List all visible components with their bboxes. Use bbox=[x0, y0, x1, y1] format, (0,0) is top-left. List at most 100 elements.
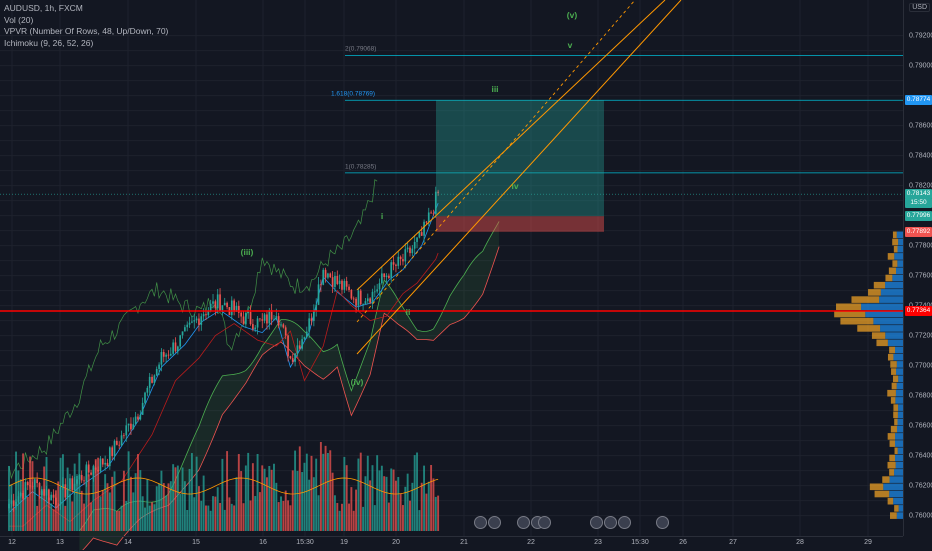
volume-bar bbox=[160, 470, 163, 531]
volume-bar bbox=[298, 446, 301, 531]
volume-indicator-label[interactable]: Vol (20) bbox=[4, 14, 34, 25]
volume-bar bbox=[362, 506, 365, 531]
wave-label: iv bbox=[511, 181, 519, 191]
candle-body bbox=[71, 478, 74, 490]
candle-body bbox=[291, 358, 294, 362]
event-marker[interactable] bbox=[590, 516, 603, 529]
event-marker[interactable] bbox=[618, 516, 631, 529]
event-marker[interactable] bbox=[474, 516, 487, 529]
vpvr-down-row bbox=[891, 382, 897, 390]
vpvr-up-row bbox=[897, 418, 903, 426]
drawing-overlays bbox=[0, 0, 903, 355]
time-axis[interactable]: 12 13 14 15 16 15:30 19 20 21 22 23 15:30 26 27 28 29 bbox=[0, 536, 903, 551]
candle-body bbox=[172, 342, 174, 354]
volume-bar bbox=[212, 496, 214, 531]
volume-bar bbox=[291, 470, 294, 531]
candle-body bbox=[24, 482, 27, 499]
candle-body bbox=[118, 444, 121, 446]
candle-body bbox=[317, 284, 320, 305]
volume-bar bbox=[87, 474, 90, 531]
volume-bar bbox=[284, 490, 287, 531]
time-tick: 15 bbox=[192, 539, 200, 546]
volume-bar bbox=[144, 507, 146, 531]
vpvr-down-row bbox=[887, 497, 894, 505]
channel-lower bbox=[356, 0, 682, 355]
volume-bar bbox=[33, 485, 36, 531]
candle-body bbox=[338, 280, 341, 284]
event-marker[interactable] bbox=[517, 516, 530, 529]
vpvr-up-row bbox=[879, 296, 903, 303]
candle-body bbox=[284, 327, 287, 336]
currency-label[interactable]: USD bbox=[909, 3, 930, 12]
event-marker[interactable] bbox=[538, 516, 551, 529]
price-tick: 0.78400 bbox=[909, 152, 932, 160]
event-marker[interactable] bbox=[656, 516, 669, 529]
candle-body bbox=[336, 275, 339, 284]
volume-bar bbox=[434, 496, 437, 531]
volume-bar bbox=[85, 466, 88, 531]
price-axis[interactable]: 0.79200 0.79000 0.78600 0.78400 0.78200 0.778… bbox=[903, 0, 932, 536]
vpvr-up-row bbox=[895, 346, 903, 354]
indicator-legend[interactable]: AUDUSD, 1h, FXCM Vol (20) VPVR (Number O… bbox=[4, 3, 168, 49]
event-marker[interactable] bbox=[488, 516, 501, 529]
candle-body bbox=[69, 478, 71, 490]
candle-body bbox=[174, 342, 177, 352]
candle-body bbox=[26, 482, 29, 486]
volume-bar bbox=[249, 500, 252, 531]
candle-body bbox=[94, 467, 97, 470]
candle-body bbox=[99, 458, 102, 472]
vpvr-down-row bbox=[868, 289, 881, 296]
volume-bar bbox=[78, 453, 81, 531]
candle-body bbox=[144, 392, 146, 403]
volume-bar bbox=[228, 497, 231, 531]
candle-body bbox=[348, 286, 350, 290]
candle-body bbox=[87, 464, 90, 473]
candle-body bbox=[106, 462, 109, 467]
volume-bar bbox=[104, 474, 107, 531]
vpvr-up-row bbox=[865, 310, 903, 318]
volume-bar bbox=[73, 463, 76, 531]
vpvr-down-row bbox=[894, 447, 898, 455]
vpvr-up-row bbox=[895, 440, 903, 447]
symbol-label[interactable]: AUDUSD, 1h, FXCM bbox=[4, 3, 83, 13]
volume-bar bbox=[416, 452, 418, 531]
volume-bar bbox=[322, 453, 325, 531]
candle-body bbox=[294, 353, 296, 362]
price-tick: 0.79200 bbox=[909, 32, 932, 40]
volume-bar bbox=[181, 467, 184, 531]
price-badge: 0.77892 bbox=[905, 226, 932, 237]
candle-body bbox=[181, 331, 184, 336]
price-badge: 0.78774 bbox=[905, 94, 932, 105]
volume-bar bbox=[50, 503, 53, 531]
candle-body bbox=[287, 335, 289, 357]
volume-bar bbox=[385, 476, 388, 531]
candle-body bbox=[169, 353, 172, 356]
time-tick: 15:30 bbox=[631, 539, 649, 546]
volume-bar bbox=[83, 503, 85, 531]
candle-body bbox=[104, 462, 106, 465]
candle-body bbox=[188, 322, 191, 325]
time-tick: 21 bbox=[460, 539, 468, 546]
time-tick: 14 bbox=[124, 539, 132, 546]
ichimoku-indicator-label[interactable]: Ichimoku (9, 26, 52, 26) bbox=[4, 37, 94, 48]
candle-body bbox=[92, 467, 95, 475]
candle-body bbox=[33, 479, 36, 487]
vpvr-up-row bbox=[889, 476, 903, 483]
channel-median bbox=[356, 0, 636, 323]
vpvr-indicator-label[interactable]: VPVR (Number Of Rows, 48, Up/Down, 70) bbox=[4, 26, 169, 36]
candle-body bbox=[198, 318, 200, 325]
candle-body bbox=[66, 489, 69, 498]
volume-bar bbox=[268, 465, 271, 531]
candle-body bbox=[411, 248, 414, 254]
event-marker[interactable] bbox=[604, 516, 617, 529]
volume-bar bbox=[139, 470, 142, 531]
candle-body bbox=[406, 247, 409, 250]
candle-body bbox=[179, 335, 182, 347]
candle-body bbox=[123, 435, 125, 437]
candle-body bbox=[324, 269, 327, 278]
volume-bar bbox=[402, 505, 404, 531]
volume-bar bbox=[296, 470, 299, 531]
candle-body bbox=[268, 310, 271, 324]
vpvr-up-row bbox=[873, 317, 903, 325]
